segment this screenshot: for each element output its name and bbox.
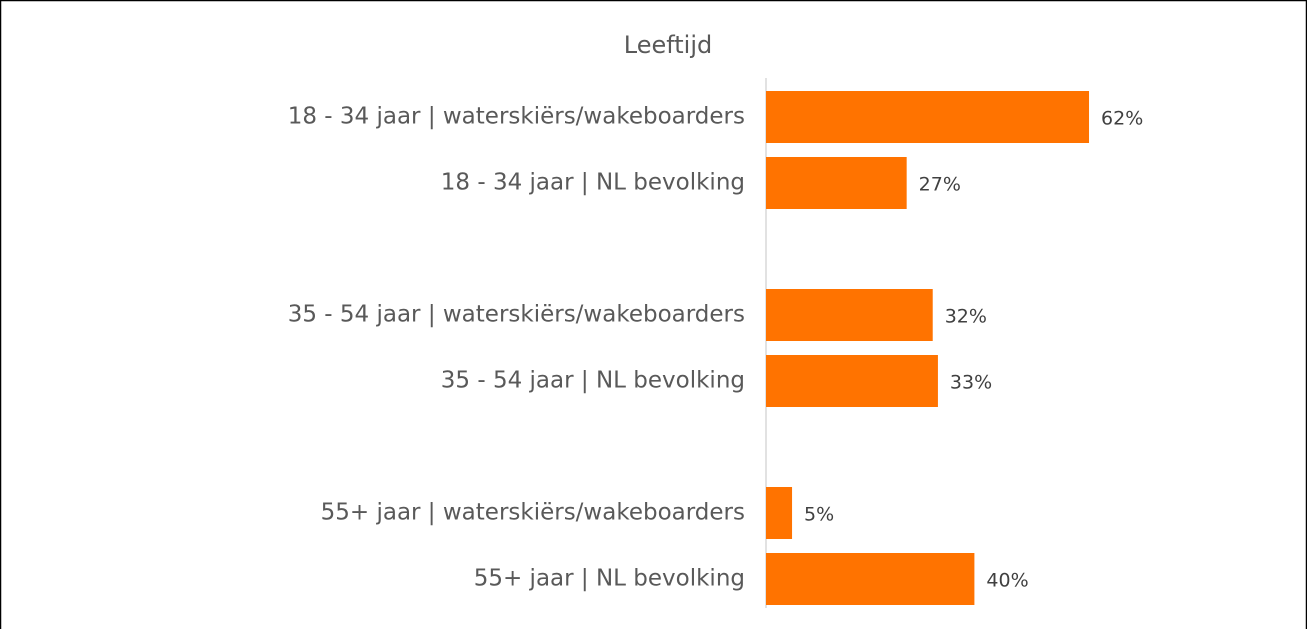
y-tick-label: 18 - 34 jaar | waterskiërs/wakeboarders <box>288 104 745 130</box>
data-label: 27% <box>919 174 961 196</box>
y-tick-label: 18 - 34 jaar | NL bevolking <box>441 170 745 196</box>
bar <box>766 91 1090 143</box>
data-label: 33% <box>950 372 992 394</box>
bar <box>766 157 907 209</box>
bar <box>766 289 933 341</box>
bar <box>766 553 975 605</box>
chart-title: Leeftijd <box>624 31 713 59</box>
data-label: 62% <box>1101 108 1143 130</box>
data-label: 5% <box>804 504 834 526</box>
bar <box>766 355 938 407</box>
data-label: 40% <box>986 570 1028 592</box>
bar <box>766 487 793 539</box>
y-tick-label: 55+ jaar | waterskiërs/wakeboarders <box>321 500 745 526</box>
y-tick-label: 35 - 54 jaar | waterskiërs/wakeboarders <box>288 302 745 328</box>
y-tick-label: 55+ jaar | NL bevolking <box>474 566 745 592</box>
y-tick-label: 35 - 54 jaar | NL bevolking <box>441 368 745 394</box>
data-label: 32% <box>945 306 987 328</box>
